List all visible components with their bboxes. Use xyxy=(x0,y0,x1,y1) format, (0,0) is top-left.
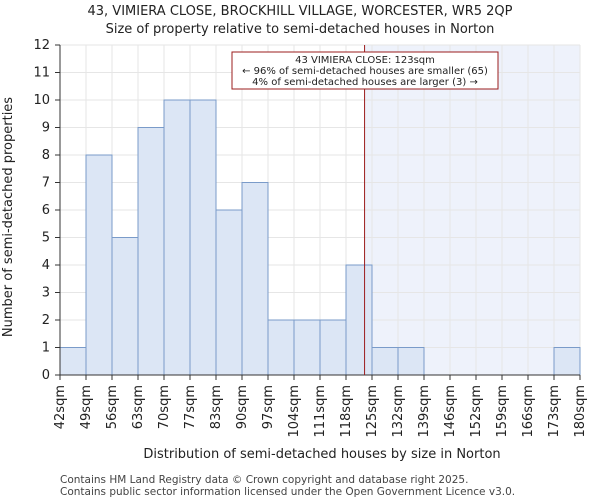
y-tick-label: 4 xyxy=(42,258,50,273)
histogram-bar xyxy=(241,182,269,376)
x-tick-label: 139sqm xyxy=(417,385,432,438)
footer-line1: Contains HM Land Registry data © Crown c… xyxy=(60,474,468,486)
y-tick-label: 8 xyxy=(42,148,50,163)
x-tick-label: 152sqm xyxy=(469,385,484,438)
y-tick-label: 12 xyxy=(33,38,50,53)
y-tick-label: 7 xyxy=(42,176,50,191)
histogram-bar xyxy=(319,319,347,376)
histogram-bar xyxy=(215,209,243,376)
x-tick-label: 111sqm xyxy=(313,385,328,438)
y-tick-label: 10 xyxy=(33,93,50,108)
x-tick-label: 132sqm xyxy=(391,385,406,438)
footer-line2: Contains public sector information licen… xyxy=(60,486,515,498)
histogram-bar xyxy=(293,319,321,376)
x-tick-label: 56sqm xyxy=(105,385,120,429)
x-tick-label: 104sqm xyxy=(287,385,302,438)
histogram-bar xyxy=(397,347,425,376)
x-tick-label: 49sqm xyxy=(79,385,94,429)
histogram-bar xyxy=(137,127,165,376)
histogram-bar xyxy=(163,99,191,376)
histogram-bar xyxy=(85,154,113,376)
x-tick-label: 70sqm xyxy=(157,385,172,429)
chart-title-line1: 43, VIMIERA CLOSE, BROCKHILL VILLAGE, WO… xyxy=(88,4,513,19)
y-tick-label: 9 xyxy=(42,121,50,136)
x-tick-label: 125sqm xyxy=(365,385,380,438)
y-tick-label: 2 xyxy=(42,313,50,328)
x-tick-label: 180sqm xyxy=(573,385,588,438)
x-tick-label: 159sqm xyxy=(495,385,510,438)
x-tick-label: 166sqm xyxy=(521,385,536,438)
annotation-box xyxy=(231,51,499,90)
x-tick-label: 90sqm xyxy=(235,385,250,429)
histogram-bar xyxy=(371,347,399,376)
x-tick-label: 146sqm xyxy=(443,385,458,438)
annotation-line-1: 43 VIMIERA CLOSE: 123sqm xyxy=(295,55,435,66)
y-tick-label: 0 xyxy=(42,368,50,383)
histogram-bar xyxy=(267,319,295,376)
x-axis-label: Distribution of semi-detached houses by … xyxy=(143,447,500,462)
histogram-bar xyxy=(189,99,217,376)
y-tick-label: 11 xyxy=(33,66,50,81)
histogram-bar xyxy=(59,347,87,376)
y-axis-label: Number of semi-detached properties xyxy=(1,97,16,337)
x-tick-label: 118sqm xyxy=(339,385,354,438)
x-tick-label: 83sqm xyxy=(209,385,224,429)
histogram-bar xyxy=(345,264,373,376)
x-tick-label: 63sqm xyxy=(131,385,146,429)
y-tick-label: 6 xyxy=(42,203,50,218)
histogram-bar xyxy=(111,237,139,376)
y-tick-label: 3 xyxy=(42,286,50,301)
x-tick-label: 77sqm xyxy=(183,385,198,429)
chart-title-line2: Size of property relative to semi-detach… xyxy=(106,22,495,37)
y-tick-label: 1 xyxy=(42,341,50,356)
annotation-line-2: ← 96% of semi-detached houses are smalle… xyxy=(242,66,488,77)
y-tick-label: 5 xyxy=(42,231,50,246)
histogram-bar xyxy=(553,347,581,376)
x-tick-label: 42sqm xyxy=(53,385,68,429)
x-tick-label: 97sqm xyxy=(261,385,276,429)
x-tick-label: 173sqm xyxy=(547,385,562,438)
annotation-line-3: 4% of semi-detached houses are larger (3… xyxy=(252,77,478,88)
